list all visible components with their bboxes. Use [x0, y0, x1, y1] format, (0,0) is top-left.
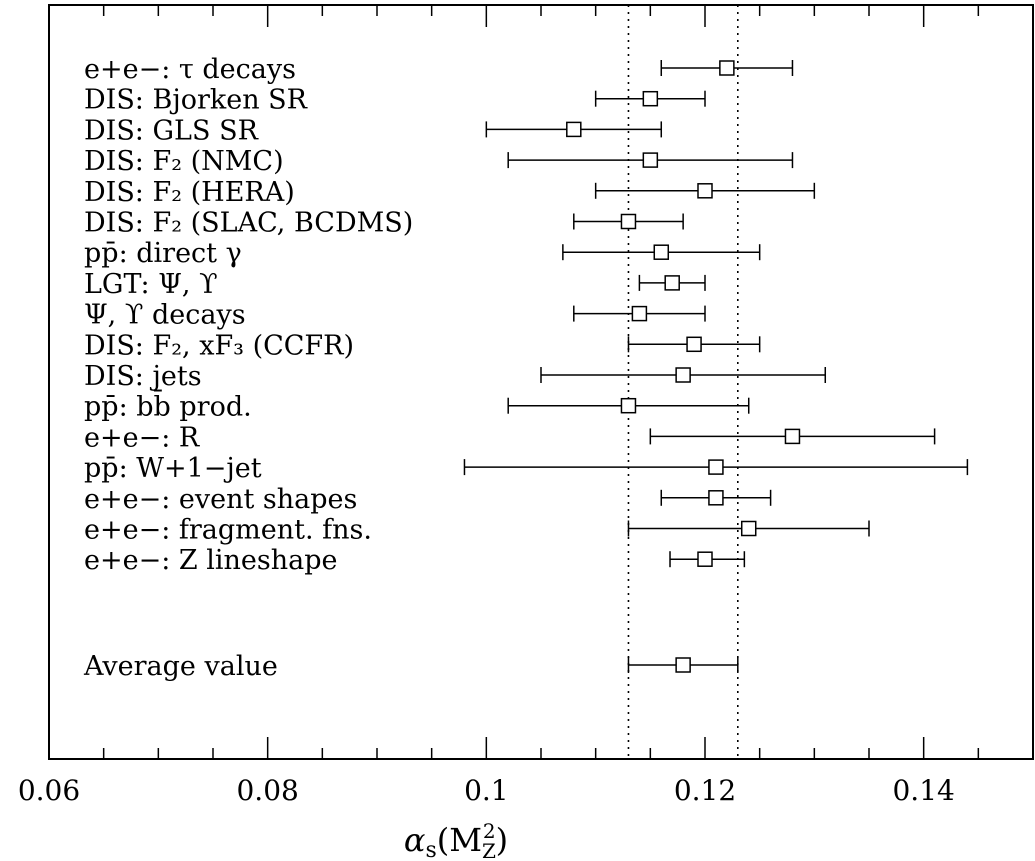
measurement-row-marker — [620, 213, 637, 230]
measurement-row: DIS: F₂, xF₃ (CCFR) — [84, 330, 761, 361]
measurement-row: e+e−: R — [84, 422, 936, 453]
measurement-row: DIS: F₂ (HERA) — [84, 177, 816, 208]
measurement-row-label: e+e−: fragment. fns. — [84, 515, 372, 546]
measurement-row-marker — [675, 367, 691, 383]
measurement-row-label: DIS: jets — [84, 361, 202, 392]
measurement-row-marker — [631, 305, 648, 322]
x-tick-label: 0.1 — [464, 774, 509, 807]
measurement-row-marker — [566, 121, 582, 138]
measurement-row-marker — [642, 152, 659, 168]
measurement-row: e+e−: τ decays — [84, 54, 794, 85]
measurement-row: DIS: F₂ (SLAC, BCDMS) — [84, 208, 684, 239]
x-tick-label: 0.06 — [18, 774, 80, 807]
measurement-row-marker — [664, 275, 680, 291]
measurement-row: e+e−: Z lineshape — [84, 545, 746, 576]
measurement-row: e+e−: fragment. fns. — [84, 515, 870, 546]
measurement-row-label: e+e−: event shapes — [84, 484, 357, 515]
measurement-row-label: DIS: F₂ (HERA) — [84, 177, 295, 208]
measurement-row-marker — [719, 60, 735, 76]
measurement-row-label: pp̄: bb̄ prod. — [84, 388, 252, 423]
measurement-row: e+e−: event shapes — [84, 484, 772, 515]
measurement-row-marker — [708, 459, 724, 475]
measurement-row-marker — [653, 244, 670, 260]
measurement-row: DIS: GLS SR — [84, 115, 663, 146]
measurement-row-marker — [642, 90, 659, 107]
measurement-row-label: DIS: GLS SR — [84, 115, 259, 146]
x-tick-label: 0.12 — [674, 774, 736, 807]
measurement-row-marker — [697, 551, 713, 567]
measurement-row-label: Ψ, ϒ decays — [84, 300, 246, 331]
measurement-row-marker — [620, 397, 637, 414]
measurement-row: DIS: Bjorken SR — [84, 85, 706, 116]
measurement-row-label: e+e−: Z lineshape — [84, 545, 337, 576]
measurement-row-label: DIS: F₂ (NMC) — [84, 146, 284, 177]
measurement-row-marker — [708, 490, 724, 506]
measurement-row: pp̄: bb̄ prod. — [84, 388, 750, 423]
measurement-row: DIS: F₂ (NMC) — [84, 146, 794, 177]
measurement-row-label: DIS: F₂, xF₃ (CCFR) — [84, 330, 354, 361]
measurement-row-label: pp̄: W+1−jet — [84, 453, 262, 484]
measurement-row: pp̄: direct γ — [84, 238, 761, 269]
x-axis-tick-labels: 0.06 0.08 0.1 0.12 0.14 — [18, 774, 955, 807]
average-row-label: Average value — [83, 651, 278, 682]
x-axis-title: αs(MZ2) — [404, 819, 508, 861]
average-row: Average value — [83, 651, 739, 682]
measurement-row-label: e+e−: τ decays — [84, 54, 296, 85]
measurement-row-label: DIS: Bjorken SR — [84, 85, 308, 116]
x-axis-ticks — [102, 5, 980, 759]
x-tick-label: 0.14 — [892, 774, 954, 807]
x-tick-label: 0.08 — [236, 774, 298, 807]
measurement-row: pp̄: W+1−jet — [84, 453, 969, 484]
measurement-row: DIS: jets — [84, 361, 827, 392]
measurement-row-label: LGT: Ψ, ϒ — [84, 269, 218, 300]
measurement-row: Ψ, ϒ decays — [84, 300, 706, 331]
measurement-row-label: pp̄: direct γ — [84, 238, 242, 269]
measurement-row-label: e+e−: R — [84, 422, 200, 453]
measurement-row-marker — [740, 520, 757, 537]
measurement-row-marker — [784, 428, 801, 445]
measurement-row-marker — [697, 183, 713, 199]
measurement-row-label: DIS: F₂ (SLAC, BCDMS) — [84, 208, 413, 239]
measurement-row-marker — [686, 336, 702, 353]
average-row-marker — [675, 657, 691, 673]
measurement-row: LGT: Ψ, ϒ — [84, 269, 706, 300]
